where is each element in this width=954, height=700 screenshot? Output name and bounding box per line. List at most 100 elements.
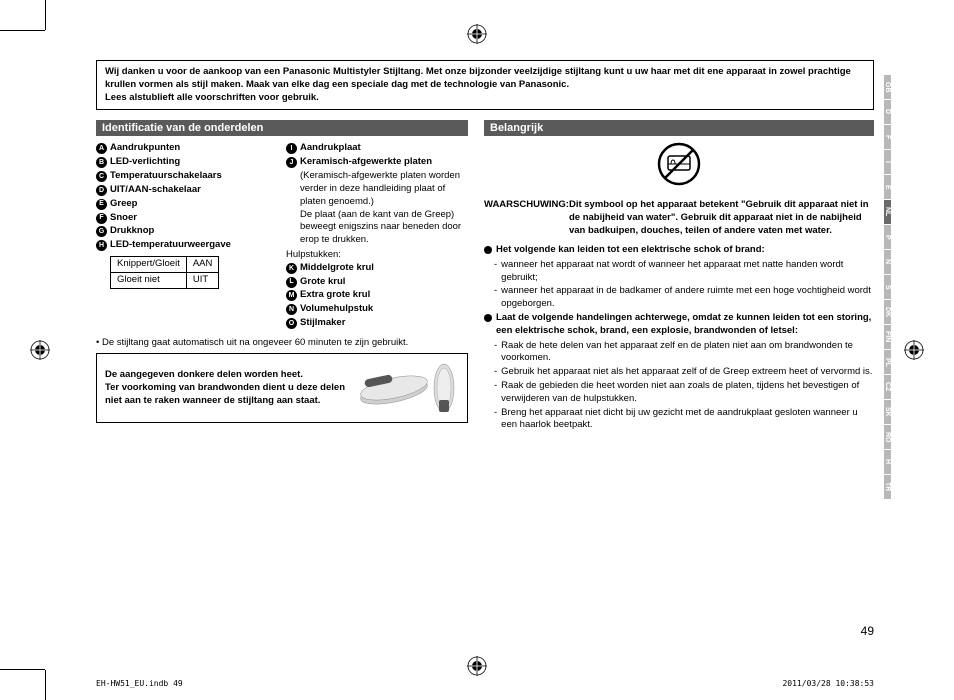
section-header-parts: Identificatie van de onderdelen	[96, 120, 468, 136]
part-label: Snoer	[110, 212, 137, 225]
dash-text: Breng het apparaat niet dicht bij uw gez…	[501, 407, 874, 433]
part-item: CTemperatuurschakelaars	[96, 170, 278, 183]
dash-text: wanneer het apparaat in de badkamer of a…	[501, 285, 874, 311]
part-item: KMiddelgrote krul	[286, 262, 468, 275]
heat-warning-text: De aangegeven donkere delen worden heet.…	[105, 369, 349, 407]
dash-item: -Breng het apparaat niet dicht bij uw ge…	[494, 407, 874, 433]
lang-tab-fin[interactable]: FIN	[884, 325, 891, 349]
bullet-item: Laat de volgende handelingen achterwege,…	[484, 312, 874, 338]
part-letter-icon: C	[96, 171, 107, 182]
part-letter-icon: H	[96, 240, 107, 251]
parts-col-1: AAandrukpuntenBLED-verlichtingCTemperatu…	[96, 142, 278, 330]
part-letter-icon: O	[286, 318, 297, 329]
bullet-item: Het volgende kan leiden tot een elektris…	[484, 244, 874, 257]
bullet-list: Het volgende kan leiden tot een elektris…	[484, 244, 874, 432]
lang-tab-s[interactable]: S	[884, 275, 891, 299]
part-label: Greep	[110, 198, 137, 211]
dash-marker: -	[494, 407, 497, 433]
part-item: NVolumehulpstuk	[286, 303, 468, 316]
part-letter-icon: M	[286, 290, 297, 301]
crop-mark	[45, 670, 46, 700]
auto-off-note: • De stijltang gaat automatisch uit na o…	[96, 337, 468, 349]
part-item: OStijlmaker	[286, 317, 468, 330]
table-cell: AAN	[186, 256, 219, 272]
warning-label: WAARSCHUWING:	[484, 199, 569, 237]
table-cell: Gloeit niet	[111, 272, 187, 288]
crop-mark	[0, 669, 45, 670]
dash-text: Gebruik het apparaat niet als het appara…	[501, 366, 872, 379]
lang-tab-ro[interactable]: RO	[884, 425, 891, 449]
part-item: BLED-verlichting	[96, 156, 278, 169]
part-letter-icon: G	[96, 226, 107, 237]
part-label: Extra grote krul	[300, 289, 370, 302]
part-label: Temperatuurschakelaars	[110, 170, 222, 183]
parts-col-2: IAandrukplaatJKeramisch-afgewerkte plate…	[286, 142, 468, 330]
part-subtext: (Keramisch-afgewerkte platen worden verd…	[300, 170, 468, 208]
part-label: Volumehulpstuk	[300, 303, 373, 316]
lang-tab-sk[interactable]: SK	[884, 400, 891, 424]
dash-marker: -	[494, 340, 497, 366]
right-column: Belangrijk WAARSCHUWING: Dit symbool op …	[484, 120, 874, 433]
part-label: Stijlmaker	[300, 317, 345, 330]
lang-tab-e[interactable]: E	[884, 175, 891, 199]
part-item: GDrukknop	[96, 225, 278, 238]
part-letter-icon: L	[286, 277, 297, 288]
lang-tab-f[interactable]: F	[884, 125, 891, 149]
part-label: Grote krul	[300, 276, 345, 289]
dash-marker: -	[494, 380, 497, 406]
part-letter-icon: K	[286, 263, 297, 274]
dash-marker: -	[494, 285, 497, 311]
section-header-important: Belangrijk	[484, 120, 874, 136]
footer-file: EH-HW51_EU.indb 49	[96, 679, 183, 688]
lang-tab-cz[interactable]: CZ	[884, 375, 891, 399]
part-item: IAandrukplaat	[286, 142, 468, 155]
lang-tab-p[interactable]: P	[884, 225, 891, 249]
part-item: LGrote krul	[286, 276, 468, 289]
part-label: UIT/AAN-schakelaar	[110, 184, 201, 197]
heat-warning-box: De aangegeven donkere delen worden heet.…	[96, 353, 468, 423]
dash-item: -Raak de gebieden die heet worden niet a…	[494, 380, 874, 406]
lang-tab-i[interactable]: I	[884, 150, 891, 174]
table-cell: UIT	[186, 272, 219, 288]
part-label: Middelgrote krul	[300, 262, 374, 275]
registration-mark-icon	[904, 340, 924, 360]
lang-tab-pl[interactable]: PL	[884, 350, 891, 374]
intro-box: Wij danken u voor de aankoop van een Pan…	[96, 60, 874, 110]
part-letter-icon: B	[96, 157, 107, 168]
lang-tab-gb[interactable]: GB	[884, 75, 891, 99]
dash-item: -Gebruik het apparaat niet als het appar…	[494, 366, 874, 379]
part-label: Aandrukplaat	[300, 142, 361, 155]
crop-mark	[45, 0, 46, 30]
lang-tab-n[interactable]: N	[884, 250, 891, 274]
part-subtext: De plaat (aan de kant van de Greep) bewe…	[300, 209, 468, 247]
part-letter-icon: D	[96, 185, 107, 196]
part-label: LED-temperatuurweergave	[110, 239, 231, 252]
dash-text: Raak de gebieden die heet worden niet aa…	[501, 380, 874, 406]
part-item: EGreep	[96, 198, 278, 211]
part-letter-icon: J	[286, 157, 297, 168]
part-letter-icon: F	[96, 213, 107, 224]
footer: EH-HW51_EU.indb 49 2011/03/28 10:38:53	[96, 679, 874, 688]
warning-body: Dit symbool op het apparaat betekent "Ge…	[569, 199, 874, 237]
lang-tab-h[interactable]: H	[884, 450, 891, 474]
dash-item: -wanneer het apparaat in de badkamer of …	[494, 285, 874, 311]
dash-item: -wanneer het apparaat nat wordt of wanne…	[494, 259, 874, 285]
part-letter-icon: A	[96, 143, 107, 154]
dash-item: -Raak de hete delen van het apparaat zel…	[494, 340, 874, 366]
lang-tab-d[interactable]: D	[884, 100, 891, 124]
table-cell: Knippert/Gloeit	[111, 256, 187, 272]
lang-tab-nl[interactable]: NL	[884, 200, 891, 224]
part-letter-icon: I	[286, 143, 297, 154]
lang-tab-dk[interactable]: DK	[884, 300, 891, 324]
lang-tab-tr[interactable]: TR	[884, 475, 891, 499]
part-item: DUIT/AAN-schakelaar	[96, 184, 278, 197]
no-water-icon	[657, 142, 701, 186]
part-label: Drukknop	[110, 225, 154, 238]
attachments-label: Hulpstukken:	[286, 249, 468, 262]
part-item: HLED-temperatuurweergave	[96, 239, 278, 252]
dash-text: Raak de hete delen van het apparaat zelf…	[501, 340, 874, 366]
footer-date: 2011/03/28 10:38:53	[782, 679, 874, 688]
part-letter-icon: N	[286, 304, 297, 315]
led-table: Knippert/GloeitAANGloeit nietUIT	[110, 256, 219, 289]
crop-mark	[0, 30, 45, 31]
